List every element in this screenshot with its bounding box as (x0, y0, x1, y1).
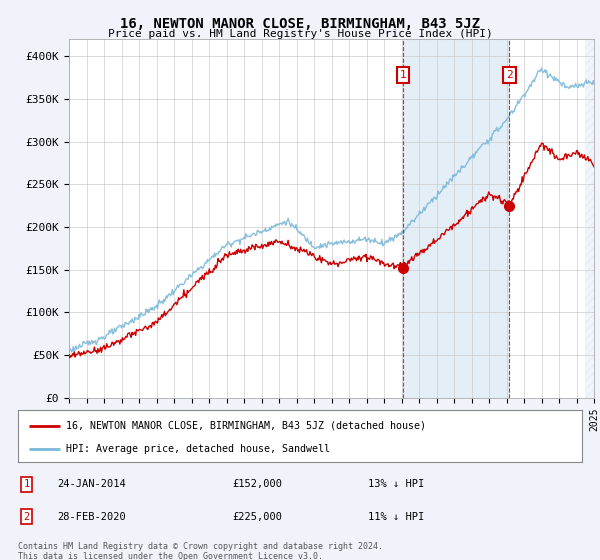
Text: Price paid vs. HM Land Registry's House Price Index (HPI): Price paid vs. HM Land Registry's House … (107, 29, 493, 39)
Text: Contains HM Land Registry data © Crown copyright and database right 2024.
This d: Contains HM Land Registry data © Crown c… (18, 542, 383, 560)
Text: 16, NEWTON MANOR CLOSE, BIRMINGHAM, B43 5JZ: 16, NEWTON MANOR CLOSE, BIRMINGHAM, B43 … (120, 17, 480, 31)
Text: HPI: Average price, detached house, Sandwell: HPI: Average price, detached house, Sand… (66, 444, 330, 454)
Text: 1: 1 (400, 70, 406, 80)
Text: 11% ↓ HPI: 11% ↓ HPI (368, 512, 424, 521)
Text: £225,000: £225,000 (232, 512, 283, 521)
Text: 28-FEB-2020: 28-FEB-2020 (58, 512, 126, 521)
Text: 2: 2 (506, 70, 513, 80)
Text: £152,000: £152,000 (232, 479, 283, 489)
Bar (585, 39, 600, 398)
Bar (403, 39, 509, 398)
Text: 13% ↓ HPI: 13% ↓ HPI (368, 479, 424, 489)
Text: 2: 2 (23, 512, 29, 521)
Text: 24-JAN-2014: 24-JAN-2014 (58, 479, 126, 489)
Text: 16, NEWTON MANOR CLOSE, BIRMINGHAM, B43 5JZ (detached house): 16, NEWTON MANOR CLOSE, BIRMINGHAM, B43 … (66, 421, 426, 431)
Text: 1: 1 (23, 479, 29, 489)
